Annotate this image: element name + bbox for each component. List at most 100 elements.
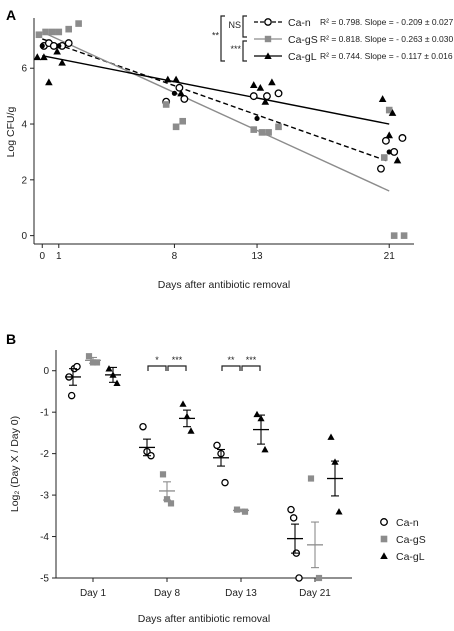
data-point bbox=[42, 28, 49, 36]
data-point bbox=[249, 81, 258, 88]
data-point bbox=[35, 31, 43, 39]
significance-label: *** bbox=[230, 44, 241, 54]
y-tick-label: 0 bbox=[43, 366, 49, 377]
data-point bbox=[400, 232, 408, 239]
legend-marker bbox=[380, 552, 388, 560]
data-point bbox=[33, 53, 42, 61]
data-point bbox=[287, 505, 295, 514]
data-point bbox=[75, 20, 82, 27]
data-point bbox=[93, 359, 101, 366]
mean-point bbox=[171, 90, 178, 96]
data-point bbox=[261, 97, 270, 105]
data-point bbox=[179, 117, 186, 125]
panel-a-xlabel: Days after antibiotic removal bbox=[158, 279, 290, 291]
panel-b-significance: * *** ** *** bbox=[147, 355, 261, 371]
significance-label: *** bbox=[246, 355, 257, 365]
panel-b-label: B bbox=[6, 331, 16, 347]
data-point bbox=[385, 106, 393, 114]
data-point bbox=[274, 89, 283, 98]
data-point bbox=[258, 129, 266, 136]
data-point bbox=[48, 28, 56, 36]
panel-b-ylabel: Log₂ (Day X / Day 0) bbox=[9, 416, 21, 512]
data-point bbox=[105, 365, 113, 372]
data-point bbox=[268, 78, 276, 86]
data-point bbox=[335, 508, 343, 515]
x-tick-label: Day 13 bbox=[225, 588, 257, 599]
x-tick-label: 8 bbox=[172, 251, 178, 262]
x-tick-label: Day 8 bbox=[154, 588, 181, 599]
data-point bbox=[175, 83, 184, 92]
data-point bbox=[64, 39, 73, 48]
significance-label: ** bbox=[227, 355, 235, 365]
data-point bbox=[172, 123, 180, 131]
data-point bbox=[53, 47, 61, 55]
x-tick-label: 21 bbox=[384, 251, 396, 262]
x-tick-label: 13 bbox=[251, 251, 263, 262]
data-point bbox=[159, 471, 167, 478]
data-point bbox=[261, 445, 269, 453]
y-tick-label: 4 bbox=[21, 120, 27, 131]
legend-marker bbox=[380, 535, 388, 543]
data-point bbox=[253, 410, 261, 418]
data-point bbox=[249, 92, 258, 101]
data-point bbox=[49, 41, 58, 50]
x-tick-label: 0 bbox=[39, 251, 45, 262]
legend-marker bbox=[380, 518, 388, 526]
data-point bbox=[250, 126, 258, 133]
bracket-ns bbox=[242, 15, 247, 38]
data-point bbox=[327, 433, 335, 440]
y-tick-label: -2 bbox=[40, 449, 49, 460]
data-point bbox=[289, 514, 298, 522]
legend-stat: R² = 0.798. Slope = - 0.209 ± 0.027 bbox=[320, 17, 453, 27]
data-point bbox=[385, 131, 394, 139]
data-point bbox=[295, 574, 303, 582]
data-point bbox=[381, 136, 390, 145]
data-point bbox=[307, 475, 315, 482]
panel-b-points bbox=[65, 353, 343, 582]
data-point bbox=[380, 154, 388, 161]
data-point bbox=[265, 129, 272, 136]
significance-label: ** bbox=[212, 31, 220, 41]
bracket-n-gl bbox=[220, 15, 225, 62]
data-point bbox=[398, 134, 407, 142]
fit-line bbox=[42, 38, 390, 163]
data-point bbox=[40, 53, 48, 61]
x-tick-label: Day 21 bbox=[299, 588, 331, 599]
legend-label: Ca-gS bbox=[396, 534, 426, 546]
mean-point bbox=[386, 149, 392, 155]
panel-b-legend: Ca-n Ca-gS Ca-gL bbox=[380, 517, 426, 563]
data-point bbox=[315, 574, 323, 582]
significance-bracket bbox=[147, 365, 167, 371]
significance-bracket bbox=[167, 365, 187, 371]
data-point bbox=[390, 147, 399, 156]
significance-label: NS bbox=[228, 20, 241, 30]
legend-label: Ca-n bbox=[288, 17, 311, 29]
data-point bbox=[179, 400, 187, 407]
panel-a-ylabel: Log CFU/g bbox=[5, 106, 17, 157]
data-point bbox=[275, 123, 282, 131]
legend-stat: R² = 0.818. Slope = - 0.263 ± 0.030 bbox=[320, 34, 453, 44]
fit-line bbox=[41, 31, 390, 192]
y-tick-label: 2 bbox=[21, 175, 27, 186]
data-point bbox=[213, 441, 221, 450]
legend-marker bbox=[264, 35, 272, 43]
data-point bbox=[393, 156, 402, 164]
data-point bbox=[377, 164, 385, 173]
y-tick-label: -3 bbox=[40, 491, 49, 502]
fit-line bbox=[42, 54, 390, 125]
data-point bbox=[65, 25, 72, 33]
data-point bbox=[177, 89, 185, 97]
legend-label: Ca-gS bbox=[288, 34, 318, 46]
panel-b-xlabel: Days after antibiotic removal bbox=[138, 613, 270, 625]
data-point bbox=[85, 353, 93, 360]
mean-point bbox=[39, 43, 45, 49]
panel-b-ticks: 0 -1 -2 -3 -4 -5 Day 1 Day 8 Day 13 Day 21 bbox=[40, 366, 331, 599]
significance-bracket bbox=[241, 365, 261, 371]
legend-marker bbox=[264, 52, 272, 59]
panel-a-fit-lines bbox=[41, 31, 390, 192]
data-point bbox=[162, 101, 170, 108]
data-point bbox=[263, 92, 271, 101]
data-point bbox=[67, 391, 76, 400]
